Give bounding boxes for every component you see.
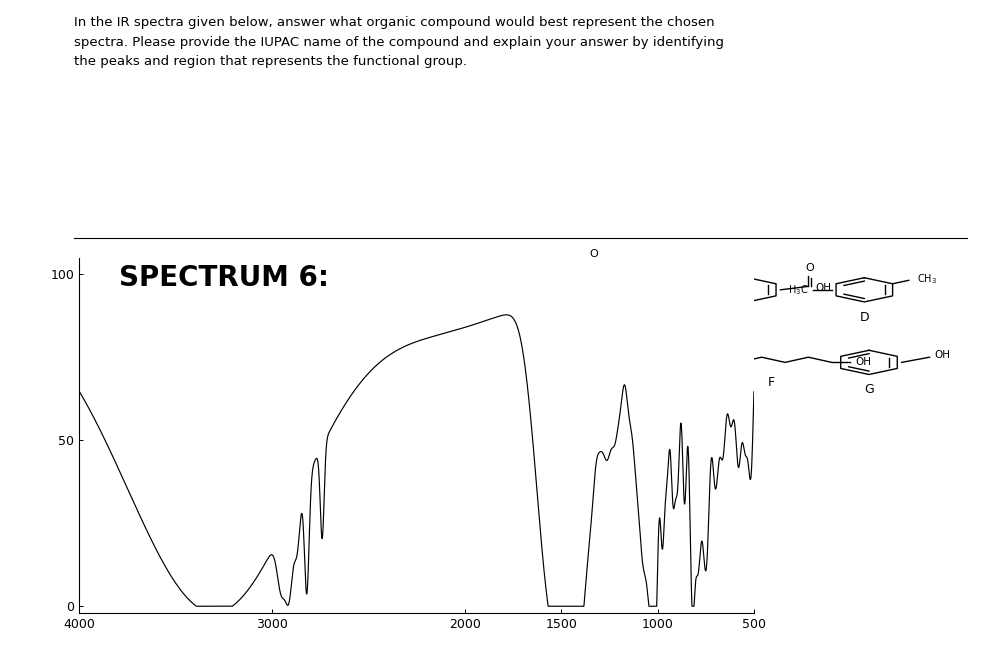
Text: A: A [580, 297, 589, 310]
Text: OH: OH [855, 357, 871, 367]
Text: E: E [594, 376, 602, 389]
Text: In the IR spectra given below, answer what organic compound would best represent: In the IR spectra given below, answer wh… [74, 16, 715, 29]
Text: C: C [743, 310, 752, 323]
Text: NH$_2$: NH$_2$ [720, 278, 741, 291]
Text: O: O [589, 248, 598, 259]
Text: G: G [864, 383, 874, 396]
Text: H$_3$C: H$_3$C [508, 350, 529, 364]
Text: spectra. Please provide the IUPAC name of the compound and explain your answer b: spectra. Please provide the IUPAC name o… [74, 36, 724, 49]
Text: H$_3$C: H$_3$C [788, 283, 808, 297]
Text: H: H [676, 347, 683, 357]
Text: B: B [674, 304, 682, 317]
Text: OH: OH [815, 283, 831, 293]
Text: D: D [859, 310, 869, 323]
Text: CH$_3$: CH$_3$ [918, 273, 937, 286]
Text: OH: OH [934, 351, 950, 361]
Text: O: O [666, 331, 675, 341]
Text: F: F [768, 376, 775, 389]
Text: SPECTRUM 6:: SPECTRUM 6: [119, 264, 329, 292]
Text: the peaks and region that represents the functional group.: the peaks and region that represents the… [74, 55, 467, 68]
Text: NH$_2$: NH$_2$ [622, 257, 643, 271]
Text: O: O [806, 263, 814, 273]
